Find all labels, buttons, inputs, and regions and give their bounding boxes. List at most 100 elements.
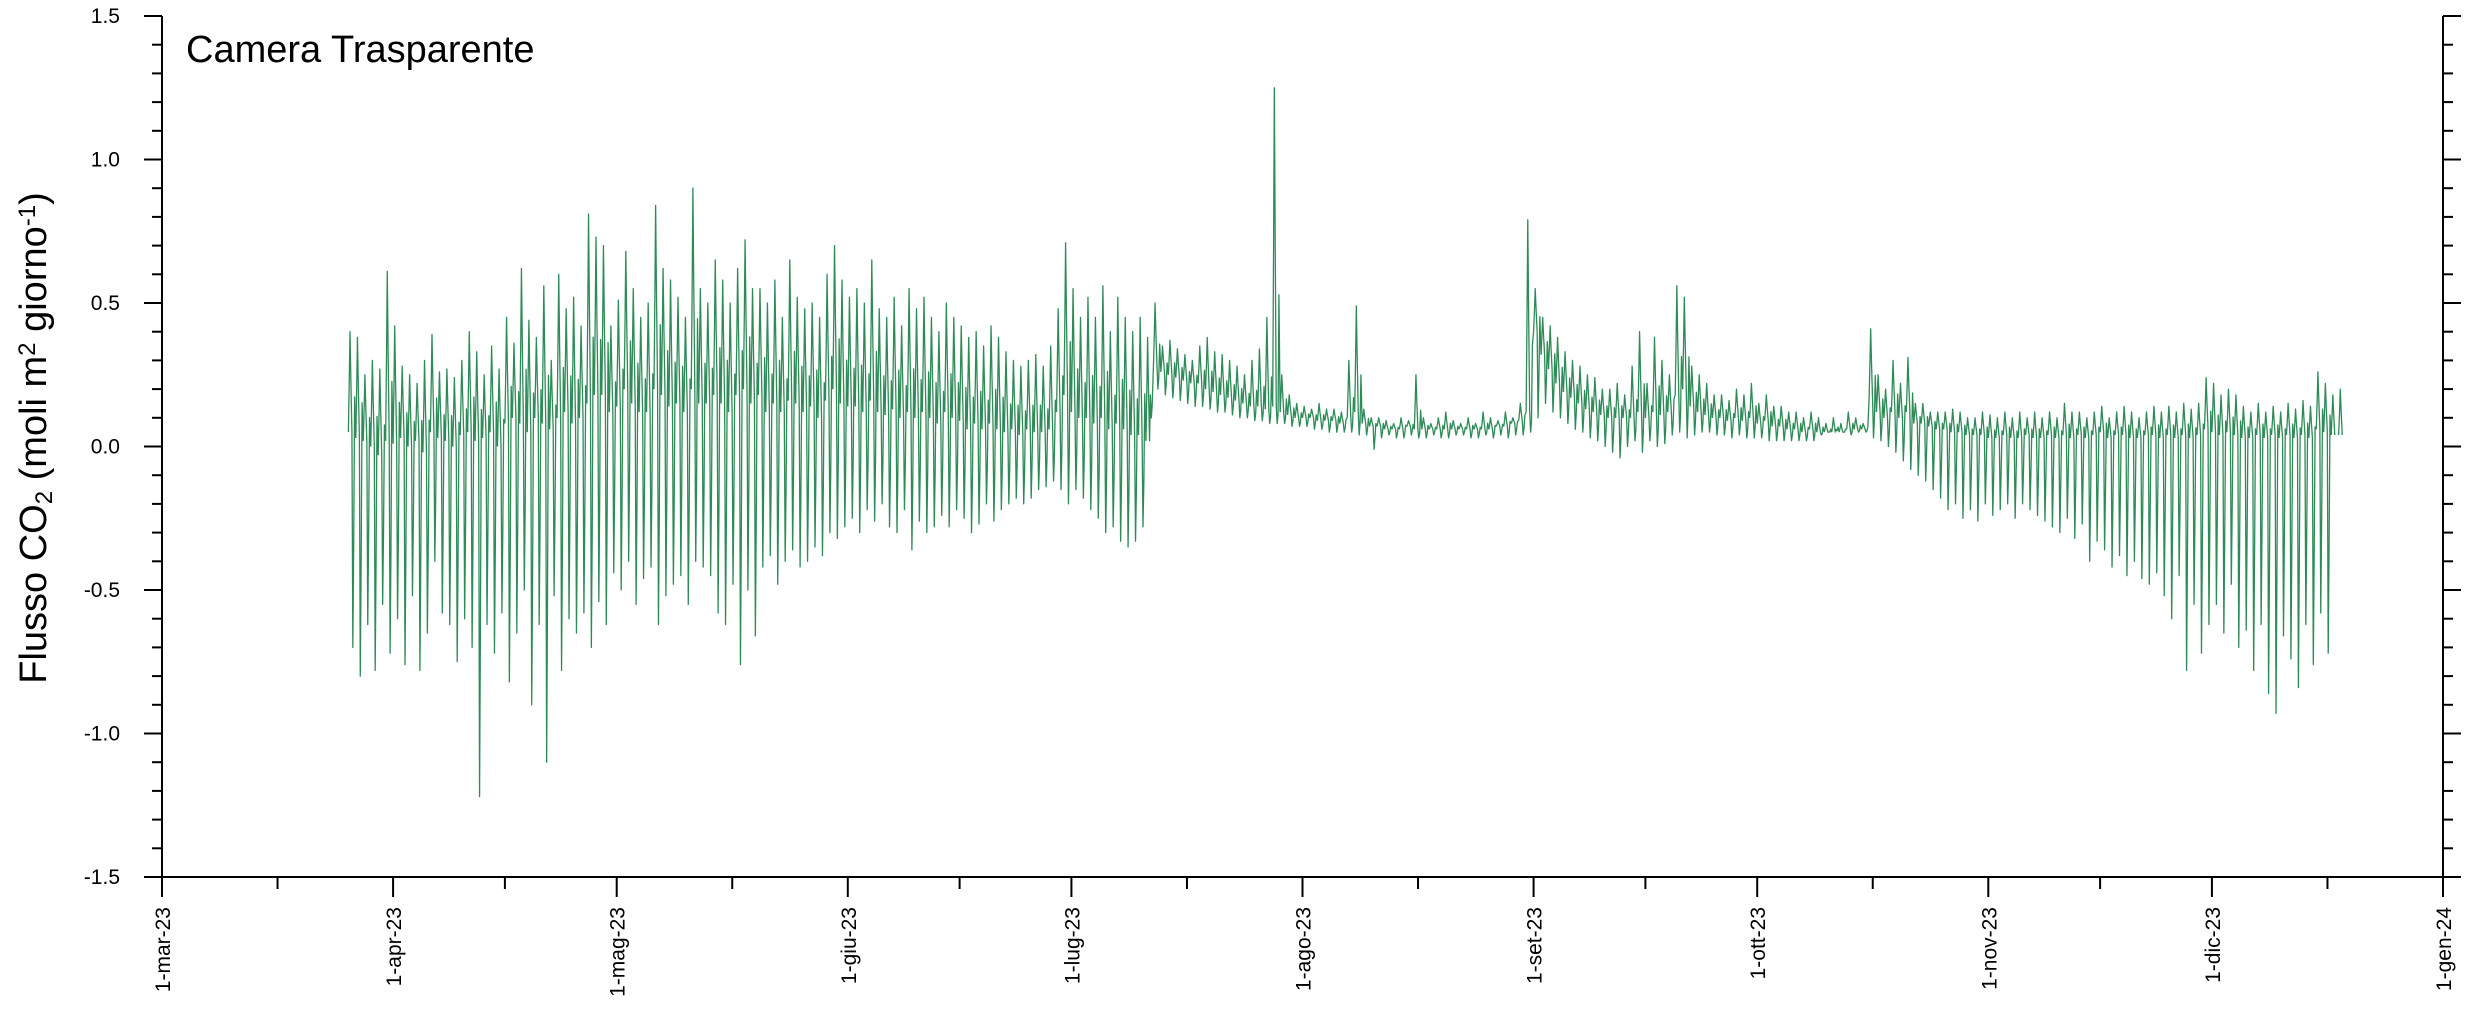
- series-day-trace: [1749, 382, 1758, 439]
- series-day-trace: [675, 296, 685, 577]
- y-tick-label: -1.5: [84, 866, 120, 889]
- series-day-trace: [1190, 359, 1199, 407]
- series-day-trace: [690, 187, 700, 562]
- series-day-trace: [2226, 388, 2235, 585]
- series-day-trace: [899, 325, 909, 511]
- series-day-trace: [466, 331, 476, 649]
- series-day-trace: [1786, 411, 1796, 442]
- series-layer: [347, 87, 2343, 798]
- series-day-trace: [1316, 402, 1326, 430]
- series-day-trace: [1652, 336, 1661, 448]
- series-day-trace: [1033, 354, 1043, 491]
- series-day-trace: [2136, 417, 2146, 580]
- series-day-trace: [1257, 348, 1266, 422]
- series-day-trace: [757, 287, 767, 568]
- series-day-trace: [809, 302, 819, 548]
- series-day-trace: [1011, 359, 1020, 499]
- series-day-trace: [2144, 411, 2153, 585]
- series-day-trace: [720, 279, 730, 626]
- series-day-trace: [884, 316, 894, 528]
- series-day-trace: [2039, 417, 2049, 522]
- series-day-trace: [1093, 316, 1102, 519]
- series-day-trace: [832, 244, 841, 539]
- series-day-trace: [601, 244, 610, 626]
- series-day-trace: [407, 374, 417, 597]
- series-day-trace: [1674, 285, 1684, 433]
- series-day-trace: [2263, 411, 2273, 694]
- series-day-trace: [616, 299, 625, 591]
- series-day-trace: [1063, 242, 1073, 505]
- series-0: [347, 87, 2343, 798]
- chart-title: Camera Trasparente: [186, 29, 535, 71]
- series-day-trace: [1361, 408, 1371, 436]
- y-tick-label: 1.0: [91, 149, 120, 172]
- series-day-trace: [2054, 417, 2064, 534]
- series-day-trace: [1704, 382, 1714, 433]
- series-day-trace: [496, 368, 506, 614]
- series-day-trace: [2233, 394, 2243, 649]
- series-day-trace: [623, 250, 633, 562]
- series-day-trace: [1838, 422, 1847, 433]
- series-day-trace: [1831, 417, 1840, 433]
- series-day-trace: [645, 302, 655, 568]
- series-day-trace: [1026, 359, 1035, 499]
- series-day-trace: [1540, 316, 1550, 405]
- series-day-trace: [1875, 374, 1885, 442]
- series-day-trace: [1793, 411, 1803, 442]
- series-day-trace: [2099, 405, 2109, 551]
- labels-layer: 1.5 1.0 0.5 0.0 -0.5 -1.0 -1.5 1-mar-23 1-apr-23…: [84, 5, 2456, 997]
- series-day-trace: [355, 336, 364, 677]
- series-day-trace: [1942, 411, 1952, 511]
- series-day-trace: [1600, 388, 1609, 448]
- series-day-trace: [2181, 402, 2191, 672]
- series-day-trace: [1309, 408, 1319, 430]
- series-day-trace: [668, 279, 677, 585]
- series-day-trace: [742, 239, 752, 591]
- series-day-trace: [534, 336, 543, 626]
- series-day-trace: [1003, 351, 1013, 505]
- series-day-trace: [1391, 422, 1400, 439]
- series-day-trace: [712, 259, 722, 614]
- series-day-trace: [1532, 287, 1542, 419]
- series-day-trace: [1294, 402, 1304, 428]
- series-day-trace: [2024, 417, 2034, 511]
- series-day-trace: [1607, 388, 1617, 453]
- series-day-trace: [765, 302, 774, 557]
- series-day-trace: [638, 316, 648, 580]
- y-axis-title-unit-open: (moli m: [13, 356, 55, 491]
- series-day-trace: [429, 333, 439, 562]
- series-day-trace: [1421, 417, 1430, 439]
- series-day-trace: [1525, 219, 1535, 433]
- series-day-trace: [1383, 420, 1393, 436]
- series-day-trace: [1883, 388, 1893, 448]
- y-axis-title-unit-close: ): [13, 192, 55, 205]
- series-day-trace: [1436, 417, 1445, 439]
- series-day-trace: [586, 213, 595, 649]
- series-day-trace: [2323, 382, 2332, 654]
- series-day-trace: [437, 371, 446, 614]
- series-day-trace: [2010, 417, 2019, 519]
- series-day-trace: [1272, 87, 1281, 425]
- series-day-trace: [1376, 417, 1386, 439]
- series-day-trace: [1495, 420, 1505, 436]
- series-day-trace: [459, 359, 469, 620]
- series-day-trace: [1898, 382, 1907, 462]
- series-day-trace: [526, 319, 536, 706]
- series-day-trace: [973, 331, 983, 525]
- series-day-trace: [1070, 287, 1080, 491]
- x-tick-label: 1-dic-23: [2202, 907, 2225, 983]
- series-day-trace: [1234, 365, 1244, 419]
- series-day-trace: [1659, 359, 1669, 445]
- series-day-trace: [548, 359, 558, 597]
- series-day-trace: [1764, 394, 1773, 442]
- series-day-trace: [1935, 411, 1945, 499]
- series-day-trace: [727, 302, 737, 585]
- series-day-trace: [504, 316, 513, 683]
- series-day-trace: [1734, 388, 1743, 436]
- series-day-trace: [1100, 285, 1110, 534]
- series-day-trace: [1085, 296, 1095, 511]
- series-day-trace: [2002, 411, 2012, 505]
- series-day-trace: [1488, 417, 1497, 439]
- series-day-trace: [1368, 417, 1378, 451]
- series-day-trace: [2084, 417, 2094, 562]
